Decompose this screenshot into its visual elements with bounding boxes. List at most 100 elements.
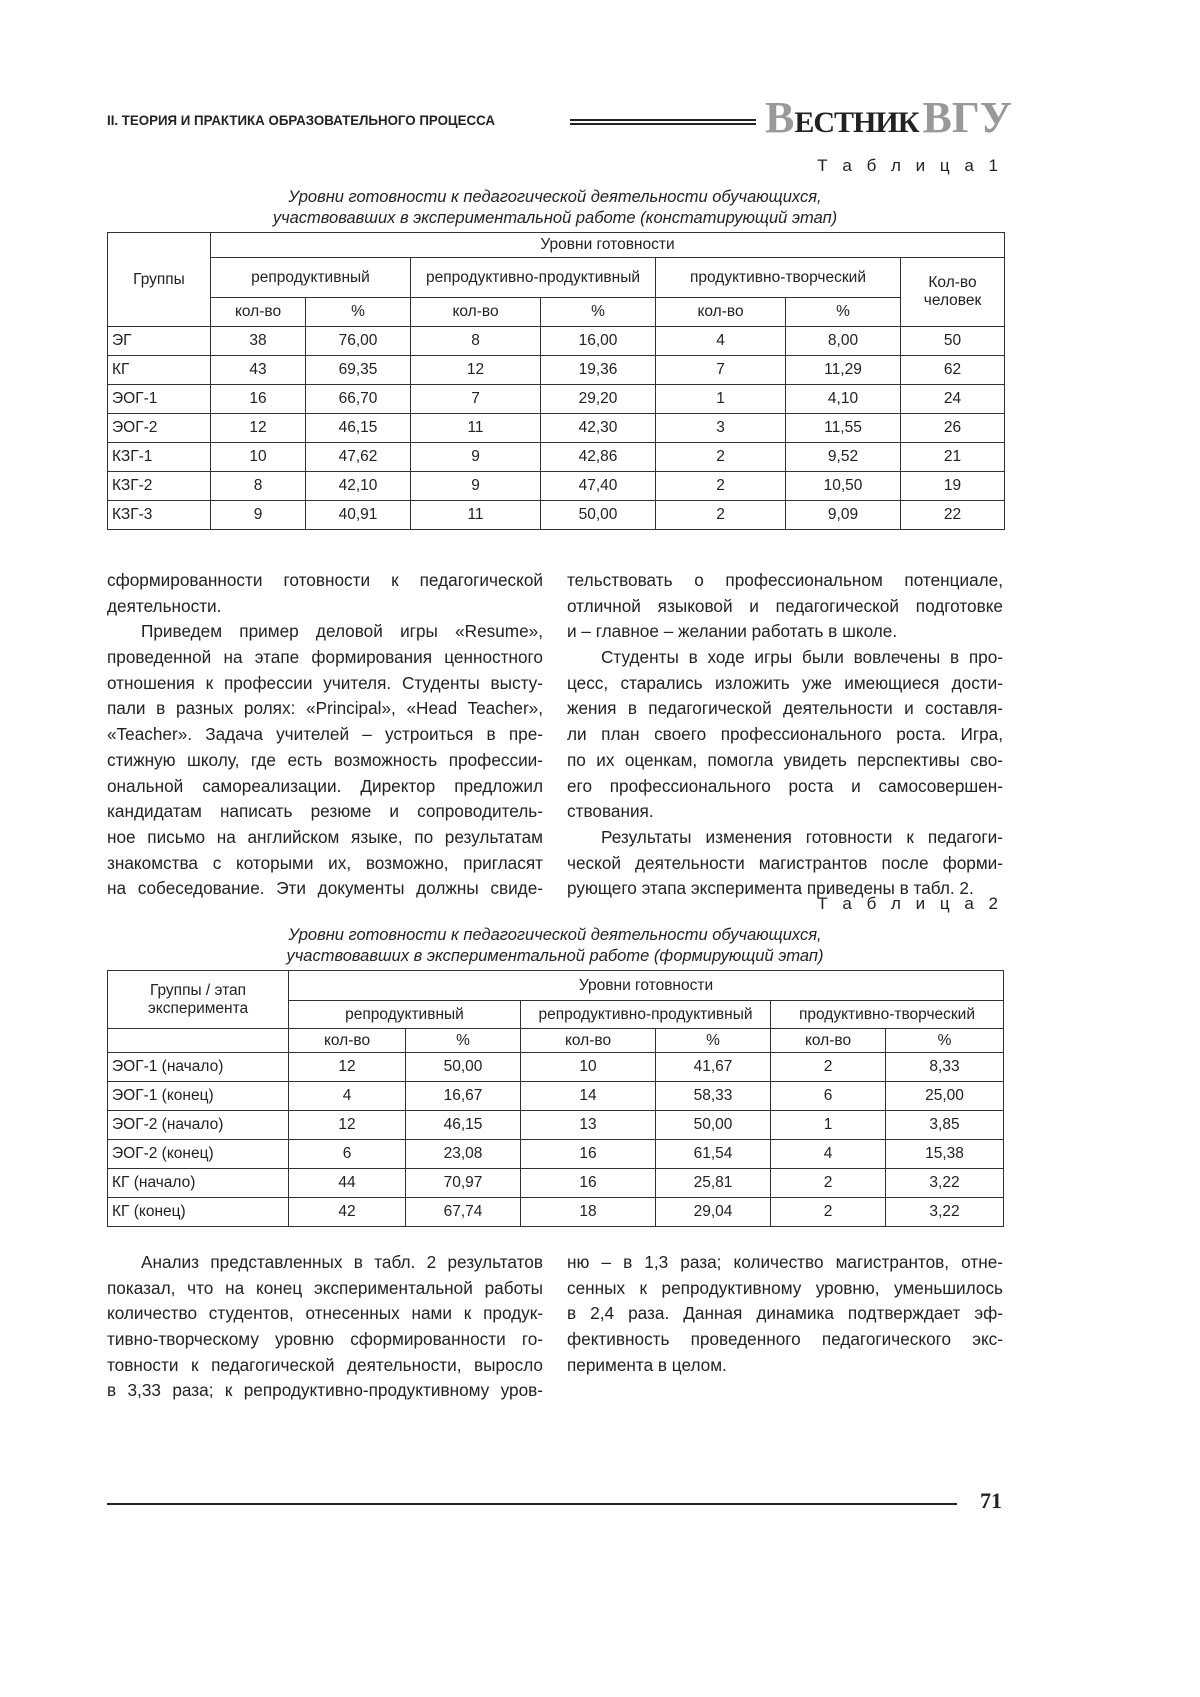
table-row: КГ (конец)4267,741829,0423,22 <box>108 1198 1004 1227</box>
value-cell: 66,70 <box>306 385 411 414</box>
header-level: продуктивно-творческий <box>771 1001 1004 1029</box>
value-cell: 58,33 <box>656 1082 771 1111</box>
value-cell: 70,97 <box>406 1169 521 1198</box>
group-cell: ЭОГ-1 (начало) <box>108 1053 289 1082</box>
value-cell: 8 <box>411 327 541 356</box>
value-cell: 50,00 <box>406 1053 521 1082</box>
value-cell: 8,33 <box>886 1053 1004 1082</box>
value-cell: 42,86 <box>541 443 656 472</box>
value-cell: 19 <box>901 472 1005 501</box>
value-cell: 26 <box>901 414 1005 443</box>
body-column-right: тельствовать о профессиональном потенциа… <box>567 568 1003 902</box>
group-cell: КЗГ-1 <box>108 443 211 472</box>
value-cell: 10,50 <box>786 472 901 501</box>
header-level: продуктивно-творческий <box>656 258 901 298</box>
text-line: стижную школу, где есть возможность проф… <box>107 748 543 774</box>
value-cell: 46,15 <box>306 414 411 443</box>
group-cell: КГ (конец) <box>108 1198 289 1227</box>
value-cell: 76,00 <box>306 327 411 356</box>
value-cell: 23,08 <box>406 1140 521 1169</box>
value-cell: 40,91 <box>306 501 411 530</box>
value-cell: 9 <box>411 443 541 472</box>
value-cell: 7 <box>656 356 786 385</box>
subheader: кол-во <box>289 1029 406 1053</box>
group-cell: ЭОГ-2 (конец) <box>108 1140 289 1169</box>
text-line: Приведем пример деловой игры «Resume», <box>107 619 543 645</box>
table-row: КЗГ-3940,911150,0029,0922 <box>108 501 1005 530</box>
text-line: пали в разных ролях: «Principal», «Head … <box>107 696 543 722</box>
subheader: кол-во <box>656 298 786 327</box>
table-row: ЭОГ-2 (конец)623,081661,54415,38 <box>108 1140 1004 1169</box>
logo-abbr: ВГУ <box>922 93 1012 142</box>
value-cell: 16 <box>521 1140 656 1169</box>
value-cell: 9,52 <box>786 443 901 472</box>
group-cell: ЭГ <box>108 327 211 356</box>
header-groups: Группы / этап эксперимента <box>108 971 289 1029</box>
subheader: кол-во <box>211 298 306 327</box>
value-cell: 46,15 <box>406 1111 521 1140</box>
value-cell: 4 <box>771 1140 886 1169</box>
value-cell: 15,38 <box>886 1140 1004 1169</box>
value-cell: 14 <box>521 1082 656 1111</box>
text-line: сенных к репродуктивному уровню, уменьши… <box>567 1276 1003 1302</box>
caption-line: участвовавших в экспериментальной работе… <box>107 208 1003 229</box>
text-line: на собеседование. Эти документы должны с… <box>107 876 543 902</box>
value-cell: 42,10 <box>306 472 411 501</box>
caption-line: участвовавших в экспериментальной работе… <box>107 946 1003 967</box>
text-line: Анализ представленных в табл. 2 результа… <box>107 1250 543 1276</box>
value-cell: 4 <box>289 1082 406 1111</box>
value-cell: 41,67 <box>656 1053 771 1082</box>
text-line: знакомства с которыми их, возможно, приг… <box>107 851 543 877</box>
text-line: отличной языковой и педагогической подго… <box>567 594 1003 620</box>
header-count: Кол-во человек <box>901 258 1005 327</box>
group-cell: ЭОГ-1 (конец) <box>108 1082 289 1111</box>
value-cell: 2 <box>771 1169 886 1198</box>
value-cell: 3,22 <box>886 1198 1004 1227</box>
table-row: ЭОГ-11666,70729,2014,1024 <box>108 385 1005 414</box>
value-cell: 61,54 <box>656 1140 771 1169</box>
value-cell: 1 <box>656 385 786 414</box>
table-row: ЭОГ-2 (начало)1246,151350,0013,85 <box>108 1111 1004 1140</box>
table-row: КЗГ-2842,10947,40210,5019 <box>108 472 1005 501</box>
value-cell: 2 <box>771 1198 886 1227</box>
table-row: ЭОГ-1 (начало)1250,001041,6728,33 <box>108 1053 1004 1082</box>
subheader: % <box>306 298 411 327</box>
text-line: Результаты изменения готовности к педаго… <box>567 825 1003 851</box>
table1-label: Т а б л и ц а 1 <box>817 156 1003 176</box>
group-cell: КГ <box>108 356 211 385</box>
value-cell: 16,67 <box>406 1082 521 1111</box>
value-cell: 50,00 <box>656 1111 771 1140</box>
table1-caption: Уровни готовности к педагогической деяте… <box>107 187 1003 229</box>
value-cell: 50 <box>901 327 1005 356</box>
value-cell: 62 <box>901 356 1005 385</box>
value-cell: 9 <box>211 501 306 530</box>
text-line: ли план своего профессионального роста. … <box>567 722 1003 748</box>
body-column-right-2: ню – в 1,3 раза; количество магистрантов… <box>567 1250 1003 1378</box>
value-cell: 12 <box>289 1053 406 1082</box>
value-cell: 21 <box>901 443 1005 472</box>
value-cell: 11 <box>411 501 541 530</box>
text-line: Студенты в ходе игры были вовлечены в пр… <box>567 645 1003 671</box>
header-groups: Группы <box>108 233 211 327</box>
group-cell: КГ (начало) <box>108 1169 289 1198</box>
table2-label: Т а б л и ц а 2 <box>817 894 1003 914</box>
value-cell: 2 <box>656 501 786 530</box>
value-cell: 16,00 <box>541 327 656 356</box>
value-cell: 22 <box>901 501 1005 530</box>
subheader: % <box>656 1029 771 1053</box>
journal-logo: ВЕСТНИК ВГУ <box>765 92 1012 143</box>
value-cell: 29,04 <box>656 1198 771 1227</box>
table-row: ЭОГ-1 (конец)416,671458,33625,00 <box>108 1082 1004 1111</box>
value-cell: 10 <box>211 443 306 472</box>
value-cell: 69,35 <box>306 356 411 385</box>
value-cell: 16 <box>521 1169 656 1198</box>
value-cell: 3 <box>656 414 786 443</box>
value-cell: 24 <box>901 385 1005 414</box>
body-column-left-2: Анализ представленных в табл. 2 результа… <box>107 1250 543 1404</box>
table2: Группы / этап эксперимента Уровни готовн… <box>107 970 1004 1227</box>
text-line: ональной самореализации. Директор предло… <box>107 774 543 800</box>
logo-letter: В <box>765 93 794 142</box>
header-level: репродуктивно-продуктивный <box>411 258 656 298</box>
value-cell: 13 <box>521 1111 656 1140</box>
header-level: репродуктивно-продуктивный <box>521 1001 771 1029</box>
